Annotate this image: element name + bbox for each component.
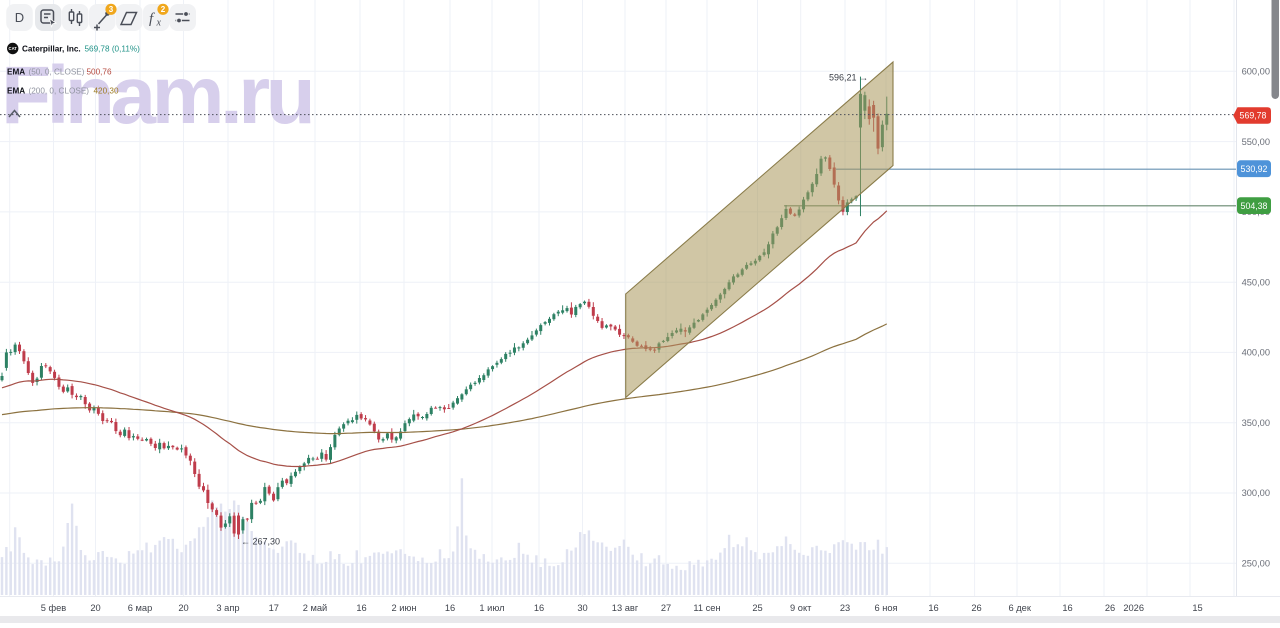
svg-text:9 окт: 9 окт — [790, 603, 812, 613]
svg-text:5 фев: 5 фев — [41, 603, 67, 613]
svg-text:450,00: 450,00 — [1242, 277, 1270, 287]
svg-text:← 267,30: ← 267,30 — [241, 537, 280, 547]
svg-text:Finam.ru: Finam.ru — [1, 50, 311, 141]
svg-text:30: 30 — [577, 603, 587, 613]
svg-text:400,00: 400,00 — [1242, 348, 1270, 358]
svg-text:11 сен: 11 сен — [693, 603, 720, 613]
svg-text:20: 20 — [178, 603, 188, 613]
svg-text:D: D — [15, 10, 24, 25]
svg-text:(50, 0, CLOSE): (50, 0, CLOSE) — [29, 68, 85, 77]
svg-text:f: f — [149, 11, 155, 27]
svg-text:2026: 2026 — [1123, 603, 1144, 613]
svg-text:13 авг: 13 авг — [612, 603, 639, 613]
svg-text:569,78 (0,11%): 569,78 (0,11%) — [85, 45, 141, 54]
svg-text:26: 26 — [1105, 603, 1115, 613]
svg-text:6 дек: 6 дек — [1008, 603, 1031, 613]
svg-text:2 июн: 2 июн — [391, 603, 416, 613]
svg-text:600,00: 600,00 — [1242, 67, 1270, 77]
svg-text:23: 23 — [840, 603, 850, 613]
svg-text:EMA: EMA — [7, 68, 25, 77]
svg-text:27: 27 — [661, 603, 671, 613]
svg-text:25: 25 — [752, 603, 762, 613]
svg-text:EMA: EMA — [7, 87, 25, 96]
svg-text:596,21 →: 596,21 → — [829, 73, 868, 83]
svg-text:16: 16 — [534, 603, 544, 613]
svg-text:1 июл: 1 июл — [479, 603, 504, 613]
svg-text:6 ноя: 6 ноя — [874, 603, 897, 613]
svg-text:17: 17 — [269, 603, 279, 613]
svg-text:x: x — [156, 18, 162, 29]
svg-text:26: 26 — [971, 603, 981, 613]
svg-text:530,92: 530,92 — [1241, 164, 1268, 174]
svg-text:2: 2 — [161, 5, 166, 14]
svg-text:2 май: 2 май — [303, 603, 328, 613]
svg-text:550,00: 550,00 — [1242, 137, 1270, 147]
svg-text:3 апр: 3 апр — [216, 603, 239, 613]
svg-text:CAT: CAT — [9, 46, 18, 51]
svg-text:504,38: 504,38 — [1241, 201, 1268, 211]
svg-text:420,30: 420,30 — [94, 87, 119, 96]
svg-text:16: 16 — [928, 603, 938, 613]
svg-text:350,00: 350,00 — [1242, 418, 1270, 428]
svg-text:16: 16 — [445, 603, 455, 613]
svg-text:15: 15 — [1192, 603, 1202, 613]
svg-text:Caterpillar, Inc.: Caterpillar, Inc. — [22, 45, 81, 54]
svg-text:20: 20 — [90, 603, 100, 613]
svg-text:(200, 0, CLOSE): (200, 0, CLOSE) — [29, 87, 90, 96]
svg-text:16: 16 — [1062, 603, 1072, 613]
svg-text:300,00: 300,00 — [1242, 488, 1270, 498]
svg-text:250,00: 250,00 — [1242, 559, 1270, 569]
svg-text:500,76: 500,76 — [87, 68, 112, 77]
svg-text:16: 16 — [356, 603, 366, 613]
svg-text:3: 3 — [109, 5, 114, 14]
svg-text:569,78: 569,78 — [1240, 111, 1267, 121]
svg-text:6 мар: 6 мар — [128, 603, 153, 613]
